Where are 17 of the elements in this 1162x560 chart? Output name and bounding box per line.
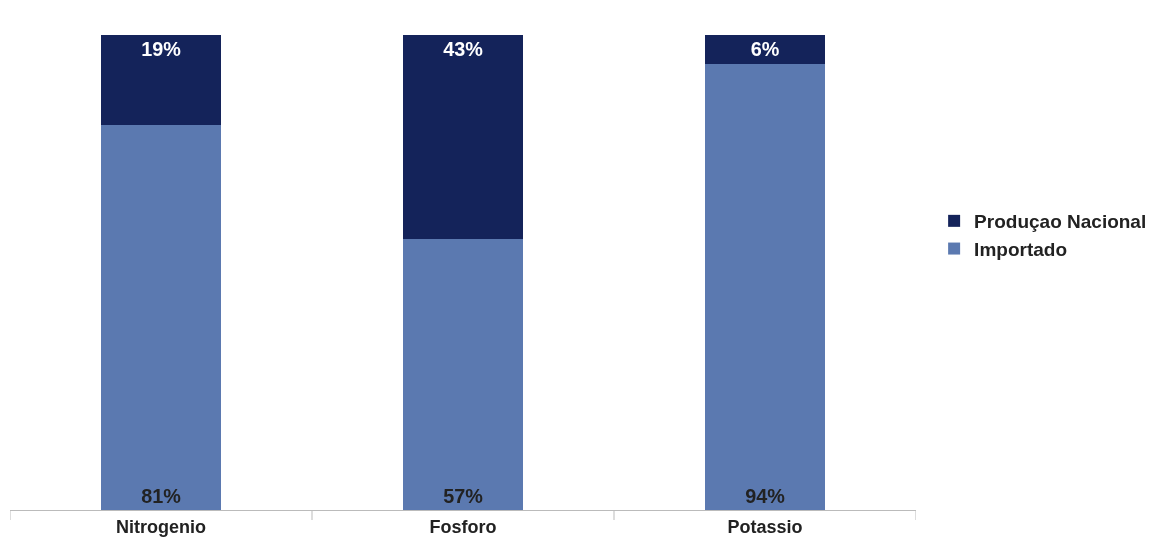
bar xyxy=(402,35,524,240)
data-label: 19% xyxy=(141,38,182,60)
x-tick-label: Fosforo xyxy=(429,516,497,537)
bar xyxy=(704,63,826,510)
legend-label: Produçao Nacional xyxy=(974,211,1147,233)
bar xyxy=(100,125,222,510)
data-label: 81% xyxy=(141,484,182,507)
data-label: 94% xyxy=(745,484,786,507)
bar xyxy=(402,239,524,510)
x-tick-label: Nitrogenio xyxy=(116,516,206,537)
bar xyxy=(704,35,826,64)
data-label: 6% xyxy=(750,38,780,60)
x-tick-label: Potassio xyxy=(727,516,803,537)
data-label: 43% xyxy=(443,38,484,60)
bar xyxy=(100,35,222,126)
legend-label: Importado xyxy=(974,238,1068,260)
data-label: 57% xyxy=(443,484,484,507)
